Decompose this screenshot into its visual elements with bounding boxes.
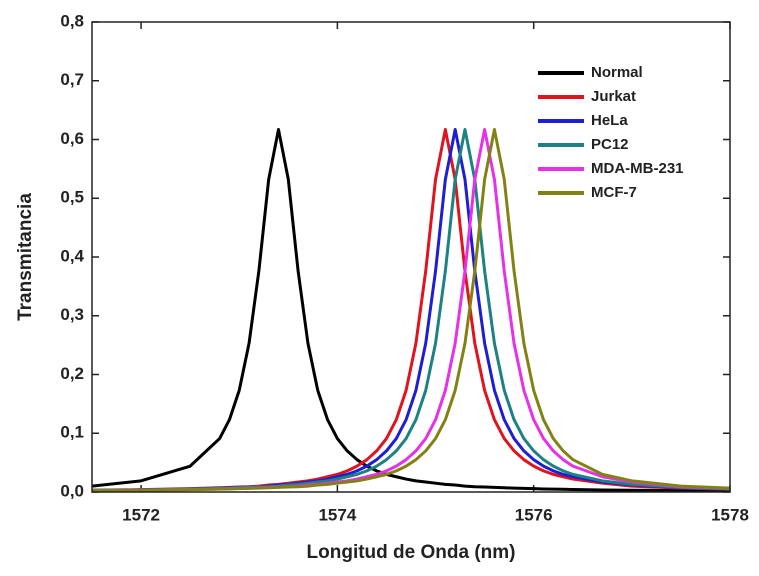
legend-label: Normal	[591, 64, 643, 81]
y-tick-label: 0,2	[60, 364, 84, 383]
y-tick-label: 0,4	[60, 246, 84, 265]
y-axis-title: Transmitancia	[15, 193, 36, 321]
x-tick-label: 1572	[122, 505, 160, 524]
y-tick-label: 0,6	[60, 129, 84, 148]
y-tick-label: 0,0	[60, 481, 84, 500]
x-tick-label: 1578	[711, 505, 749, 524]
y-tick-label: 0,8	[60, 11, 84, 30]
y-tick-label: 0,5	[60, 188, 84, 207]
series-line	[92, 128, 730, 492]
series-line	[92, 128, 730, 492]
plot-frame	[91, 21, 731, 493]
legend-label: MCF-7	[591, 184, 637, 201]
legend-label: MDA-MB-231	[591, 160, 684, 177]
x-tick-label: 1574	[318, 505, 356, 524]
y-tick-label: 0,3	[60, 305, 84, 324]
y-tick-label: 0,7	[60, 70, 84, 89]
x-tick-label: 1576	[515, 505, 553, 524]
x-axis-title: Longitud de Onda (nm)	[307, 542, 516, 563]
legend-label: PC12	[591, 136, 629, 153]
legend-label: Jurkat	[591, 88, 636, 105]
y-tick-label: 0,1	[60, 423, 84, 442]
legend-label: HeLa	[591, 112, 628, 129]
